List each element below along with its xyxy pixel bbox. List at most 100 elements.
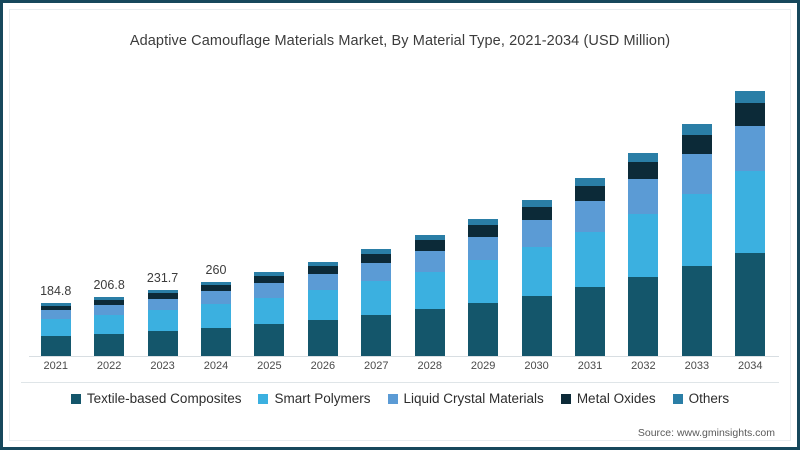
bar-stack[interactable]: [628, 152, 659, 357]
bar-segment[interactable]: [468, 236, 499, 261]
bar-stack[interactable]: [307, 261, 338, 357]
bar-segment[interactable]: [735, 91, 766, 103]
bar-value-label: 184.8: [40, 284, 72, 299]
bar-segment[interactable]: [147, 298, 178, 310]
bar-segment[interactable]: [201, 304, 231, 328]
bar-segment[interactable]: [414, 240, 445, 251]
legend-item[interactable]: Others: [672, 391, 729, 406]
bar-segment[interactable]: [628, 214, 659, 278]
bar-segment[interactable]: [361, 254, 392, 264]
bar-segment[interactable]: [201, 327, 231, 357]
bar-segment[interactable]: [468, 224, 499, 237]
bar-segment[interactable]: [468, 218, 499, 225]
bar-segment[interactable]: [361, 314, 392, 357]
bar-segment[interactable]: [735, 102, 766, 126]
bar-segment[interactable]: [414, 234, 445, 241]
bar-segment[interactable]: [628, 277, 659, 357]
bar-stack[interactable]: [414, 234, 445, 357]
bar-segment[interactable]: [575, 231, 605, 288]
bar-segment[interactable]: [735, 170, 766, 254]
bar-segment[interactable]: [361, 249, 392, 254]
bar-segment[interactable]: [361, 281, 392, 315]
bar-segment[interactable]: [147, 309, 178, 331]
bar-segment[interactable]: [681, 134, 712, 155]
x-tick-label: 2022: [96, 360, 122, 372]
bar-segment[interactable]: [147, 330, 178, 357]
bar-stack[interactable]: 184.8: [40, 284, 71, 357]
legend-item[interactable]: Metal Oxides: [560, 391, 656, 406]
bar-stack[interactable]: [575, 178, 605, 357]
bar-segment[interactable]: [521, 295, 552, 357]
bar-segment[interactable]: [575, 178, 605, 187]
chart-legend: Textile-based Composites Smart Polymers Li…: [3, 391, 797, 406]
bar-segment[interactable]: [521, 199, 552, 207]
bar-segment[interactable]: [681, 154, 712, 194]
bar-segment[interactable]: [681, 266, 712, 357]
bar-segment[interactable]: [575, 186, 605, 202]
bar-segment[interactable]: [94, 304, 125, 315]
bar-segment[interactable]: [254, 272, 285, 277]
bar-stack[interactable]: 231.7: [147, 271, 178, 357]
bar-stack[interactable]: 206.8: [93, 278, 125, 357]
bar-segment[interactable]: [735, 125, 766, 171]
bar-segment[interactable]: [414, 309, 445, 357]
bar-segment[interactable]: [307, 274, 338, 291]
bar-segment[interactable]: [307, 290, 338, 320]
legend-swatch-icon: [258, 393, 269, 404]
bar-segment[interactable]: [681, 124, 712, 135]
bar-segment[interactable]: [40, 336, 71, 357]
bar-segment[interactable]: [468, 303, 499, 357]
bar-segment[interactable]: [681, 193, 712, 267]
bar-segment[interactable]: [201, 291, 231, 305]
bar-segment[interactable]: [628, 179, 659, 215]
bar-segment[interactable]: [40, 310, 71, 320]
bar-segment[interactable]: [94, 299, 125, 305]
bar-segment[interactable]: [40, 305, 71, 311]
bar-segment[interactable]: [575, 287, 605, 357]
x-tick-label: 2030: [524, 360, 549, 372]
x-tick-label: 2034: [738, 360, 763, 372]
bar-segment[interactable]: [40, 303, 71, 306]
bar-segment[interactable]: [254, 276, 285, 284]
bar-segment[interactable]: [147, 289, 178, 293]
bar-segment[interactable]: [628, 162, 659, 180]
bar-segment[interactable]: [414, 250, 445, 272]
chart-title: Adaptive Camouflage Materials Market, By…: [129, 33, 671, 49]
bar-segment[interactable]: [575, 201, 605, 232]
bar-stack[interactable]: [254, 272, 285, 357]
legend-item[interactable]: Textile-based Composites: [70, 391, 241, 406]
bar-stack[interactable]: [735, 91, 766, 357]
bar-segment[interactable]: [735, 253, 766, 357]
bar-segment[interactable]: [361, 263, 392, 282]
bar-stack[interactable]: 260: [201, 263, 231, 357]
legend-item[interactable]: Smart Polymers: [258, 391, 371, 406]
bar-stack[interactable]: [468, 218, 499, 357]
bar-segment[interactable]: [147, 292, 178, 299]
bar-segment[interactable]: [254, 297, 285, 324]
bar-segment[interactable]: [521, 219, 552, 247]
bar-stack[interactable]: [361, 249, 392, 357]
bar-segment[interactable]: [414, 271, 445, 310]
bar-segment[interactable]: [94, 297, 125, 300]
legend-item[interactable]: Liquid Crystal Materials: [387, 391, 544, 406]
bar-segment[interactable]: [307, 261, 338, 266]
bar-segment[interactable]: [521, 246, 552, 296]
bar-segment[interactable]: [307, 319, 338, 357]
bar-segment[interactable]: [254, 323, 285, 357]
bar-stack[interactable]: [521, 199, 552, 357]
bar-segment[interactable]: [628, 152, 659, 163]
x-tick-label: 2025: [257, 360, 282, 372]
bar-segment[interactable]: [40, 319, 71, 337]
legend-divider: [21, 382, 779, 383]
bar-segment[interactable]: [94, 315, 125, 334]
bar-segment[interactable]: [307, 265, 338, 275]
bar-segment[interactable]: [201, 285, 231, 292]
bar-segment[interactable]: [254, 283, 285, 298]
x-tick-label: 2027: [364, 360, 389, 372]
bar-segment[interactable]: [468, 260, 499, 304]
bar-segment[interactable]: [521, 206, 552, 220]
bar-segment[interactable]: [201, 281, 231, 285]
bar-stack[interactable]: [681, 124, 712, 357]
x-tick-label: 2032: [631, 360, 656, 372]
bar-segment[interactable]: [94, 333, 125, 357]
